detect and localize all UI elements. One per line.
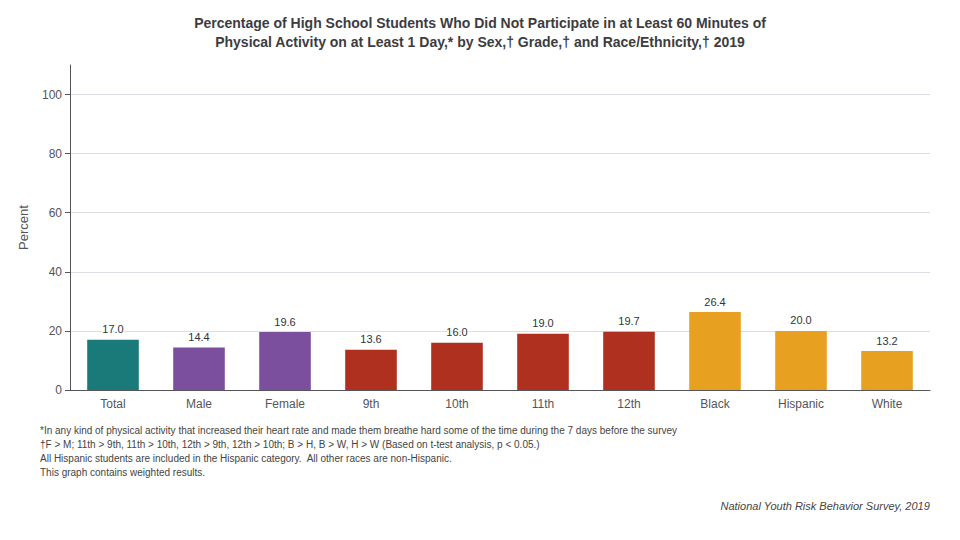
svg-text:Black: Black [700,397,730,411]
svg-text:13.2: 13.2 [876,335,897,347]
svg-text:20: 20 [49,324,63,338]
svg-text:Physical Activity on at Least: Physical Activity on at Least 1 Day,* by… [215,34,745,50]
svg-text:19.7: 19.7 [618,315,639,327]
svg-text:17.0: 17.0 [102,323,123,335]
svg-text:*In any kind of physical activ: *In any kind of physical activity that i… [40,425,677,436]
svg-text:12th: 12th [617,397,640,411]
svg-text:Male: Male [186,397,212,411]
svg-text:14.4: 14.4 [188,331,209,343]
svg-text:11th: 11th [532,397,554,411]
svg-text:16.0: 16.0 [446,326,467,338]
svg-text:Hispanic: Hispanic [778,397,824,411]
svg-text:This graph contains weighted r: This graph contains weighted results. [40,467,205,478]
svg-text:19.0: 19.0 [532,317,553,329]
svg-text:13.6: 13.6 [360,333,381,345]
svg-text:60: 60 [49,206,63,220]
svg-text:19.6: 19.6 [274,316,295,328]
svg-text:20.0: 20.0 [790,314,811,326]
svg-text:10th: 10th [445,397,468,411]
svg-text:26.4: 26.4 [704,296,725,308]
svg-text:100: 100 [42,88,62,102]
svg-text:All Hispanic students are incl: All Hispanic students are included in th… [40,453,452,464]
svg-text:Total: Total [100,397,125,411]
svg-text:40: 40 [49,265,63,279]
svg-text:Female: Female [265,397,305,411]
svg-text:White: White [872,397,903,411]
svg-text:National Youth Risk Behavior S: National Youth Risk Behavior Survey, 201… [720,500,929,512]
svg-text:0: 0 [55,383,62,397]
svg-text:9th: 9th [363,397,380,411]
svg-text:Percentage of High School Stud: Percentage of High School Students Who D… [194,15,766,31]
svg-text:†F > M; 11th > 9th, 11th > 10t: †F > M; 11th > 9th, 11th > 10th, 12th > … [40,439,540,450]
svg-text:Percent: Percent [16,205,31,250]
svg-text:80: 80 [49,147,63,161]
